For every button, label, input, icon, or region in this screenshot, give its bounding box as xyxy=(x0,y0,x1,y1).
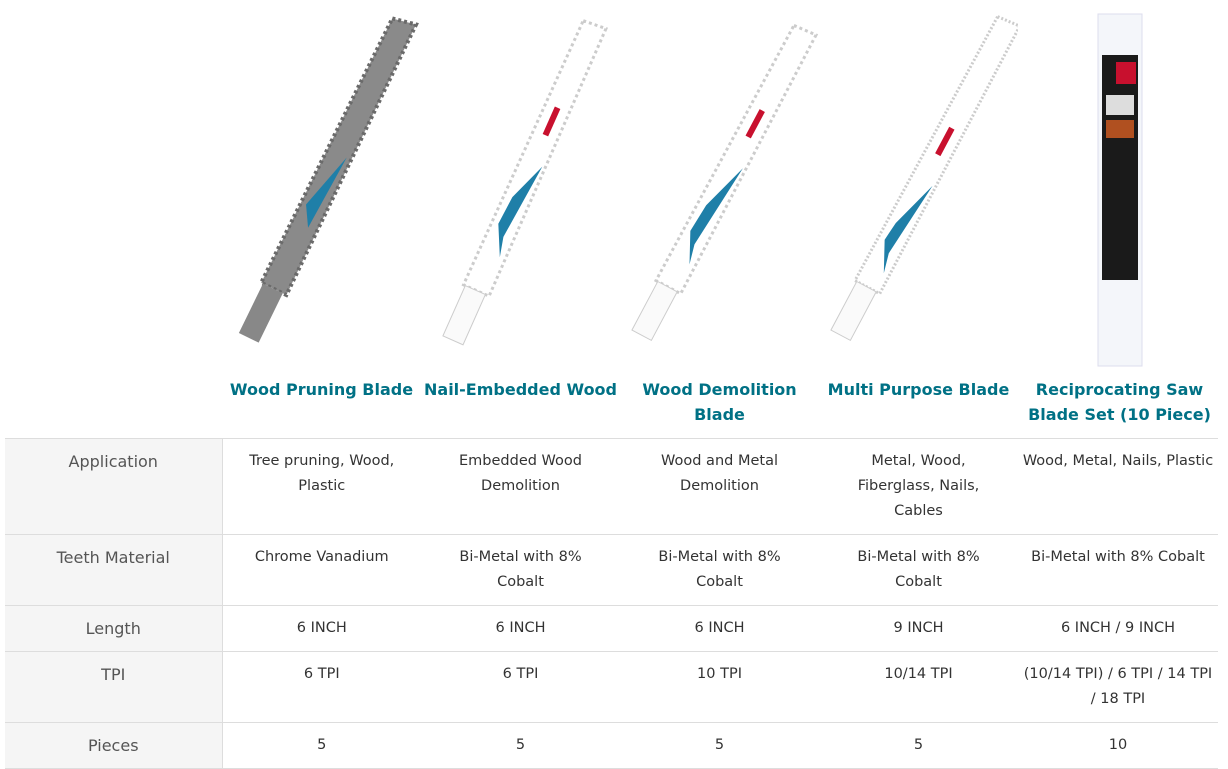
row-label: Pieces xyxy=(5,722,223,769)
cell: 6 TPI xyxy=(222,651,421,723)
cell: Bi-Metal with 8% Cobalt xyxy=(620,534,819,606)
cell: Bi-Metal with 8% Cobalt xyxy=(819,534,1018,606)
product-name[interactable]: Nail-Embedded Wood xyxy=(424,380,617,399)
cell: 6 INCH xyxy=(620,605,819,652)
product-image xyxy=(238,16,419,343)
cell: 6 INCH / 9 INCH xyxy=(1018,605,1218,652)
cell: 5 xyxy=(421,722,620,769)
cell: 5 xyxy=(222,722,421,769)
row-label: TPI xyxy=(5,651,223,723)
table-row: Length 6 INCH 6 INCH 6 INCH 9 INCH 6 INCH / 9… xyxy=(5,605,1218,652)
cell: 6 INCH xyxy=(222,605,421,652)
product-image xyxy=(442,18,609,346)
table-row: TPI 6 TPI 6 TPI 10 TPI 10/14 TPI (10/14 TPI) … xyxy=(5,651,1218,723)
table-row: Application Tree pruning, Wood, Plastic Em… xyxy=(5,438,1218,535)
cell: Wood, Metal, Nails, Plastic xyxy=(1018,438,1218,535)
cell: Bi-Metal with 8% Cobalt xyxy=(421,534,620,606)
product-column: Wood Demolition Blade xyxy=(620,0,819,438)
table-row: Teeth Material Chrome Vanadium Bi-Metal wi… xyxy=(5,534,1218,606)
comparison-table: Application Tree pruning, Wood, Plastic Em… xyxy=(5,438,1218,769)
row-label: Teeth Material xyxy=(5,534,223,606)
cell: Metal, Wood, Fiberglass, Nails, Cables xyxy=(819,438,1018,535)
product-name[interactable]: Wood Demolition Blade xyxy=(642,380,797,424)
cell: Bi-Metal with 8% Cobalt xyxy=(1018,534,1218,606)
cell: Wood and Metal Demolition xyxy=(620,438,819,535)
product-name[interactable]: Wood Pruning Blade xyxy=(229,380,414,399)
cell: 5 xyxy=(819,722,1018,769)
product-name[interactable]: Multi Purpose Blade xyxy=(827,380,1010,399)
table-row: Pieces 5 5 5 5 10 xyxy=(5,722,1218,769)
row-label: Length xyxy=(5,605,223,652)
cell: (10/14 TPI) / 6 TPI / 14 TPI / 18 TPI xyxy=(1018,651,1218,723)
cell: 9 INCH xyxy=(819,605,1018,652)
cell: Embedded Wood Demolition xyxy=(421,438,620,535)
cell: 10 TPI xyxy=(620,651,819,723)
product-column: Reciprocating Saw Blade Set (10 Piece) xyxy=(1020,0,1219,438)
product-image xyxy=(631,23,819,342)
product-image xyxy=(1097,13,1143,367)
product-name[interactable]: Reciprocating Saw Blade Set (10 Piece) xyxy=(1028,380,1211,424)
cell: 10/14 TPI xyxy=(819,651,1018,723)
cell: Chrome Vanadium xyxy=(222,534,421,606)
comparison-page: Wood Pruning Blade Nail-Embedded Wood Wo… xyxy=(5,0,1219,769)
cell: Tree pruning, Wood, Plastic xyxy=(222,438,421,535)
cell: 10 xyxy=(1018,722,1218,769)
product-column: Multi Purpose Blade xyxy=(819,0,1018,438)
row-label: Application xyxy=(5,438,223,535)
product-column: Wood Pruning Blade xyxy=(222,0,421,438)
cell: 5 xyxy=(620,722,819,769)
cell: 6 TPI xyxy=(421,651,620,723)
product-image xyxy=(830,14,1018,342)
product-column: Nail-Embedded Wood xyxy=(421,0,620,438)
cell: 6 INCH xyxy=(421,605,620,652)
